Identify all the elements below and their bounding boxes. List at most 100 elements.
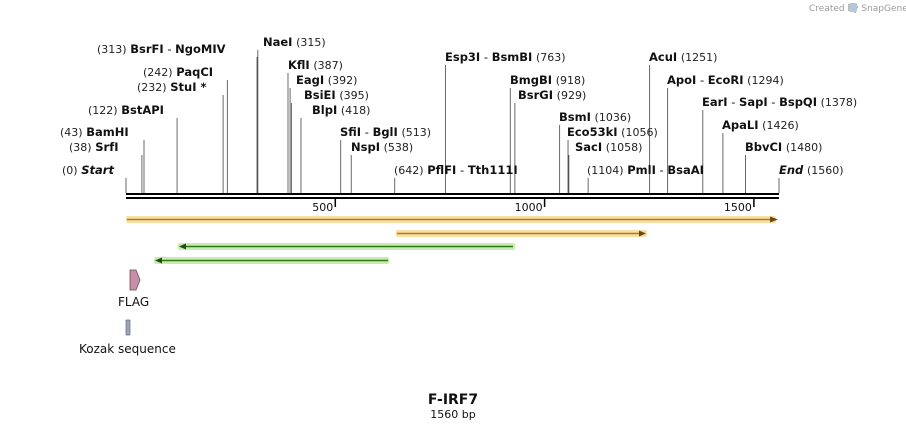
orf-arrow-2[interactable] [396, 230, 647, 237]
site-separator: - [480, 50, 491, 64]
site-label-text: BbvCI (1480) [745, 140, 822, 154]
site-label-text: BsmI (1036) [559, 110, 631, 124]
enzyme-name: BsrGI [518, 88, 553, 102]
map-length: 1560 bp [430, 408, 475, 421]
site-separator: - [768, 95, 779, 109]
site-label[interactable]: BlpI (418) [312, 103, 370, 117]
enzyme-name: SfiI [340, 125, 361, 139]
arrow-left-icon [179, 243, 186, 250]
site-label[interactable]: SfiI - BglI (513) [340, 125, 431, 139]
site-label[interactable]: ApaLI (1426) [722, 118, 799, 132]
feature-flag[interactable]: FLAG [118, 269, 149, 309]
site-label[interactable]: EagI (392) [296, 73, 357, 87]
site-label[interactable]: ApoI - EcoRI (1294) [667, 73, 784, 87]
site-position: (387) [313, 59, 343, 72]
site-label-text: Esp3I - BsmBI (763) [445, 50, 566, 64]
enzyme-name: SapI [739, 95, 768, 109]
arrow-left-icon [155, 257, 162, 264]
enzyme-name: ApaLI [722, 118, 759, 132]
feature-label-kozak: Kozak sequence [79, 342, 176, 356]
site-label[interactable]: (38) SrfI [69, 140, 119, 154]
site-position: (1378) [821, 96, 858, 109]
site-label[interactable]: Eco53kI (1056) [567, 125, 658, 139]
site-label[interactable]: BsmI (1036) [559, 110, 631, 124]
snapgene-logo-icon [849, 3, 857, 12]
site-label[interactable]: (232) StuI * [137, 80, 207, 94]
flag-feature-arrow [129, 269, 141, 291]
site-label[interactable]: NaeI (315) [263, 35, 326, 49]
enzyme-name: NspI [351, 140, 380, 154]
kozak-feature-box [125, 319, 131, 336]
site-label[interactable]: SacI (1058) [575, 140, 642, 154]
site-label[interactable]: BsiEI (395) [304, 88, 369, 102]
enzyme-name: BspQI [779, 95, 817, 109]
enzyme-name: BsmI [559, 110, 591, 124]
site-label-text: BmgBI (918) [510, 73, 585, 87]
site-position: (38) [69, 141, 92, 154]
map-title-block: F-IRF7 1560 bp [428, 392, 478, 421]
site-position: (242) [143, 66, 173, 79]
site-position: (1480) [786, 141, 823, 154]
site-label-text: AcuI (1251) [649, 50, 717, 64]
site-label[interactable]: Esp3I - BsmBI (763) [445, 50, 566, 64]
site-position: (313) [97, 43, 127, 56]
site-position: (929) [557, 89, 587, 102]
site-label[interactable]: (43) BamHI [60, 125, 129, 139]
site-label[interactable]: (1104) PmlI - BsaAI [587, 163, 704, 177]
orf-arrow-4[interactable] [154, 257, 389, 264]
snapgene-credit: Created by SnapGene [809, 3, 906, 14]
site-position: (1426) [762, 119, 799, 132]
feature-kozak[interactable]: Kozak sequence [79, 319, 176, 356]
site-label[interactable]: BmgBI (918) [510, 73, 585, 87]
site-label[interactable]: (122) BstAPI [88, 103, 164, 117]
site-separator: - [164, 42, 175, 56]
ruler-tick-label: 500 [312, 201, 333, 214]
enzyme-name: NgoMIV [175, 42, 225, 56]
site-position: (1104) [587, 164, 624, 177]
site-label[interactable]: End (1560) [779, 163, 844, 177]
site-position: (1294) [747, 74, 784, 87]
enzyme-name: EcoRI [708, 73, 744, 87]
site-label-text: EagI (392) [296, 73, 357, 87]
site-label-text: BlpI (418) [312, 103, 370, 117]
site-label-text: (38) SrfI [69, 140, 119, 154]
site-label[interactable]: AcuI (1251) [649, 50, 717, 64]
site-label[interactable]: NspI (538) [351, 140, 413, 154]
site-label-text: SfiI - BglI (513) [340, 125, 431, 139]
arrow-right-icon [639, 230, 646, 237]
map-title: F-IRF7 [428, 392, 478, 408]
site-label[interactable]: (642) PflFI - Tth111I [394, 163, 518, 177]
site-label[interactable]: (313) BsrFI - NgoMIV [97, 42, 226, 56]
site-label[interactable]: (0) Start [62, 163, 114, 177]
site-label[interactable]: BbvCI (1480) [745, 140, 822, 154]
enzyme-name: EarI [702, 95, 728, 109]
site-position: (1560) [807, 164, 844, 177]
orf-arrow-1[interactable] [126, 216, 778, 223]
site-position: (0) [62, 164, 78, 177]
site-label[interactable]: (242) PaqCI [143, 65, 213, 79]
site-position: (315) [296, 36, 326, 49]
enzyme-name: BamHI [86, 125, 128, 139]
site-position: (43) [60, 126, 83, 139]
enzyme-name: Esp3I [445, 50, 480, 64]
site-label-text: (0) Start [62, 163, 114, 177]
site-position: (1056) [621, 126, 658, 139]
site-label-text: BsiEI (395) [304, 88, 369, 102]
ruler-tick-label: 1000 [515, 201, 543, 214]
site-label-text: ApoI - EcoRI (1294) [667, 73, 784, 87]
enzyme-name: BbvCI [745, 140, 782, 154]
site-label-text: (232) StuI * [137, 80, 207, 94]
site-label-text: (242) PaqCI [143, 65, 213, 79]
site-label[interactable]: BsrGI (929) [518, 88, 586, 102]
enzyme-name: Eco53kI [567, 125, 618, 139]
site-label[interactable]: KflI (387) [288, 58, 343, 72]
orf-track [126, 216, 778, 264]
site-label[interactable]: EarI - SapI - BspQI (1378) [702, 95, 857, 109]
site-position: (918) [556, 74, 586, 87]
site-position: (1058) [606, 141, 643, 154]
orf-arrow-3[interactable] [178, 243, 515, 250]
site-label-text: SacI (1058) [575, 140, 642, 154]
ruler-ticks: 500 1000 1500 [312, 199, 755, 214]
site-position: (1251) [681, 51, 718, 64]
